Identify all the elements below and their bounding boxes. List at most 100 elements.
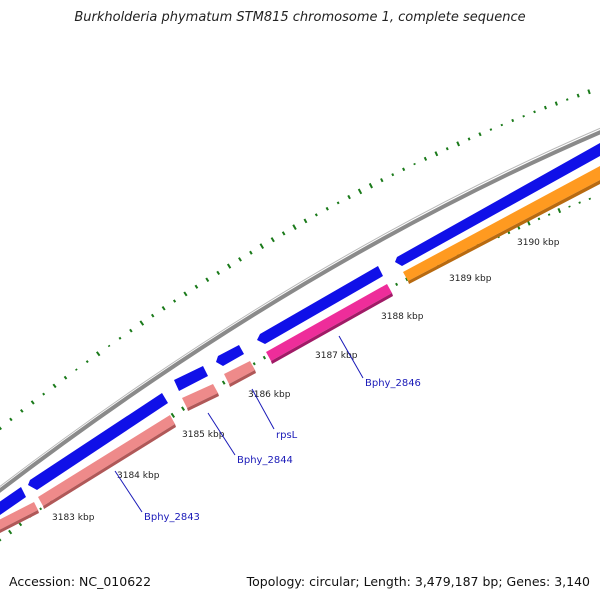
cds-reverse-2-shadow [43, 424, 176, 509]
cds-forward-3[interactable] [174, 366, 208, 391]
cds-forward-6[interactable] [395, 143, 600, 266]
gc-skew-tick [262, 355, 267, 360]
gc-skew-tick [402, 167, 406, 172]
gc-skew-tick [139, 320, 145, 326]
gc-skew-tick [434, 151, 439, 157]
tick-label: 3185 kbp [182, 430, 225, 440]
gc-skew-tick [391, 173, 395, 177]
gc-skew-tick [522, 114, 525, 118]
gc-skew-tick [270, 237, 275, 243]
tick-label: 3189 kbp [449, 274, 492, 284]
gc-skew-tick [368, 182, 373, 189]
orange-feature[interactable] [403, 166, 600, 281]
gc-skew-tick [467, 137, 471, 141]
tick-label: 3184 kbp [117, 471, 160, 481]
gc-skew-tick [252, 362, 256, 366]
gc-skew-tick [578, 201, 581, 204]
backbone-highlight [0, 127, 600, 488]
gc-skew-tick [9, 417, 13, 422]
gc-skew-outer-track [0, 89, 591, 431]
gc-skew-tick [587, 89, 591, 95]
gc-skew-tick [129, 328, 133, 333]
gc-skew-tick [511, 118, 515, 123]
gc-skew-tick [347, 194, 351, 200]
gc-skew-tick [181, 406, 186, 411]
gc-skew-tick [557, 208, 562, 214]
gene-label-rpsl[interactable]: rpsL [276, 430, 298, 441]
gc-skew-tick [194, 284, 199, 289]
gene-label-bphy-2844[interactable]: Bphy_2844 [237, 455, 293, 466]
gc-skew-tick [226, 263, 232, 269]
gene-labels: Bphy_2843 Bphy_2844 rpsL Bphy_2846 [144, 378, 421, 523]
gc-skew-tick [543, 105, 547, 110]
tick-label: 3188 kbp [381, 312, 424, 322]
gc-skew-tick [20, 408, 24, 413]
gc-skew-tick [52, 383, 57, 389]
cds-forward-4[interactable] [216, 345, 244, 366]
cds-forward-2[interactable] [28, 393, 168, 490]
gc-skew-tick [63, 375, 68, 380]
gc-skew-tick [537, 217, 541, 221]
gc-skew-tick [172, 299, 177, 303]
gc-skew-tick [8, 529, 13, 535]
gc-skew-tick [39, 507, 43, 511]
gc-skew-tick [292, 224, 297, 230]
gc-skew-tick [500, 123, 504, 127]
gc-skew-tick [314, 213, 318, 217]
gc-skew-tick [0, 426, 2, 431]
cds-reverse-1[interactable] [0, 502, 38, 530]
gene-label-bphy-2846[interactable]: Bphy_2846 [365, 378, 421, 389]
tick-label: 3186 kbp [248, 390, 291, 400]
cds-reverse-4[interactable] [224, 361, 255, 384]
tick-label: 3190 kbp [517, 238, 560, 248]
cds-reverse-3-shadow [187, 393, 219, 411]
cds-reverse-3[interactable] [182, 384, 218, 408]
gc-skew-tick [325, 206, 329, 211]
gc-skew-tick [588, 197, 592, 200]
gc-skew-tick [216, 270, 221, 276]
gc-skew-tick [357, 188, 363, 195]
gc-skew-tick [238, 257, 242, 262]
cds-forward-1[interactable] [0, 487, 26, 515]
tick-label: 3187 kbp [315, 351, 358, 361]
tick-label: 3183 kbp [52, 513, 95, 523]
gc-skew-tick [42, 392, 46, 396]
gc-skew-tick [170, 412, 176, 418]
orange-feature-shadow [408, 180, 600, 284]
gc-skew-tick [18, 522, 23, 527]
gc-skew-tick [259, 243, 265, 250]
cds-reverse-1-shadow [0, 510, 39, 533]
gc-skew-tick [576, 93, 580, 98]
gc-skew-tick [107, 344, 111, 348]
map-title: Burkholderia phymatum STM815 chromosome … [74, 10, 526, 25]
rrna-feature[interactable] [266, 284, 392, 361]
backbone-line [0, 130, 600, 493]
gc-skew-tick [336, 201, 340, 205]
gc-skew-tick [478, 132, 482, 137]
leader-rpsl [251, 388, 275, 430]
gc-skew-tick [568, 205, 571, 208]
tick-labels: 3183 kbp 3184 kbp 3185 kbp 3186 kbp 3187… [52, 238, 560, 523]
gc-skew-tick [303, 218, 308, 224]
gc-skew-tick [161, 306, 166, 311]
gc-skew-tick [526, 220, 531, 226]
gc-skew-tick [150, 313, 155, 318]
gc-skew-tick [85, 360, 89, 364]
gc-skew-tick [30, 400, 35, 405]
gc-skew-tick [395, 282, 399, 287]
gc-skew-tick [413, 162, 416, 166]
gc-skew-tick [456, 141, 461, 147]
gc-skew-tick [554, 101, 558, 106]
gc-skew-tick [118, 336, 122, 340]
gc-skew-tick [205, 277, 210, 283]
leader-bphy-2844 [207, 412, 236, 456]
gene-label-bphy-2843[interactable]: Bphy_2843 [144, 512, 200, 523]
gc-skew-tick [221, 380, 226, 385]
cds-forward-5[interactable] [257, 266, 383, 344]
cds-reverse-4-shadow [229, 370, 256, 387]
gc-skew-tick [75, 368, 78, 371]
gc-skew-tick [533, 110, 536, 114]
gc-skew-inner-track [0, 197, 592, 542]
cds-reverse-2[interactable] [38, 415, 175, 506]
